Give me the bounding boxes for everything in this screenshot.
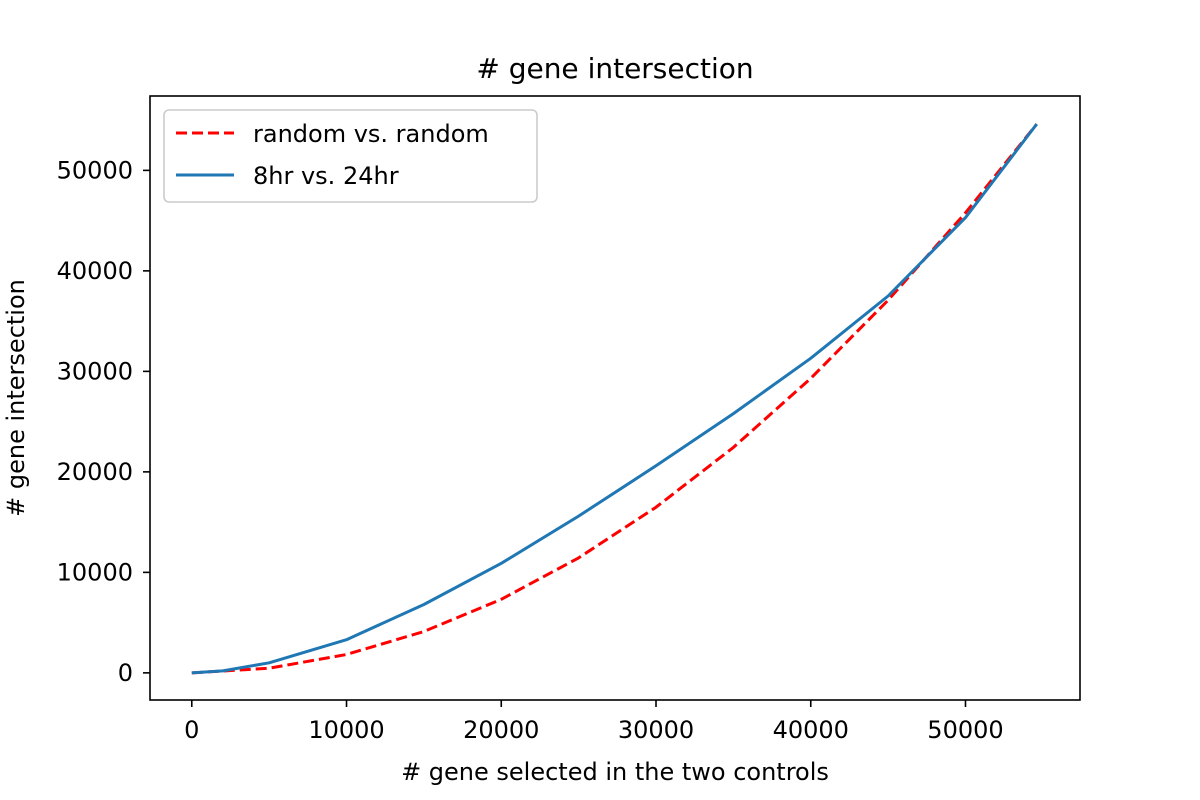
legend-label-random: random vs. random: [253, 120, 489, 148]
x-tick-label: 30000: [618, 716, 694, 744]
legend-box: [163, 109, 538, 203]
y-tick-label: 20000: [57, 458, 133, 486]
y-tick-label: 30000: [57, 357, 133, 385]
y-axis-label: # gene intersection: [2, 279, 30, 517]
x-tick-label: 0: [184, 716, 199, 744]
x-tick-label: 10000: [308, 716, 384, 744]
legend-label-8hr-24hr: 8hr vs. 24hr: [253, 162, 399, 190]
series-line-0: [191, 123, 1038, 675]
plot-lines: [191, 123, 1038, 675]
x-axis-label: # gene selected in the two controls: [401, 758, 829, 786]
y-tick-label: 50000: [57, 156, 133, 184]
x-axis-ticks: 0 10000 20000 30000 40000 50000: [184, 700, 1004, 744]
legend: random vs. random 8hr vs. 24hr: [163, 109, 538, 203]
x-tick-label: 20000: [463, 716, 539, 744]
x-tick-label: 50000: [927, 716, 1003, 744]
plot-frame: [149, 95, 1081, 701]
y-axis-ticks: 0 10000 20000 30000 40000 50000: [57, 156, 150, 687]
series-line-1: [191, 123, 1038, 675]
y-tick-label: 40000: [57, 257, 133, 285]
y-tick-label: 10000: [57, 558, 133, 586]
y-tick-label: 0: [118, 659, 133, 687]
x-tick-label: 40000: [773, 716, 849, 744]
chart-title: # gene intersection: [476, 52, 753, 85]
